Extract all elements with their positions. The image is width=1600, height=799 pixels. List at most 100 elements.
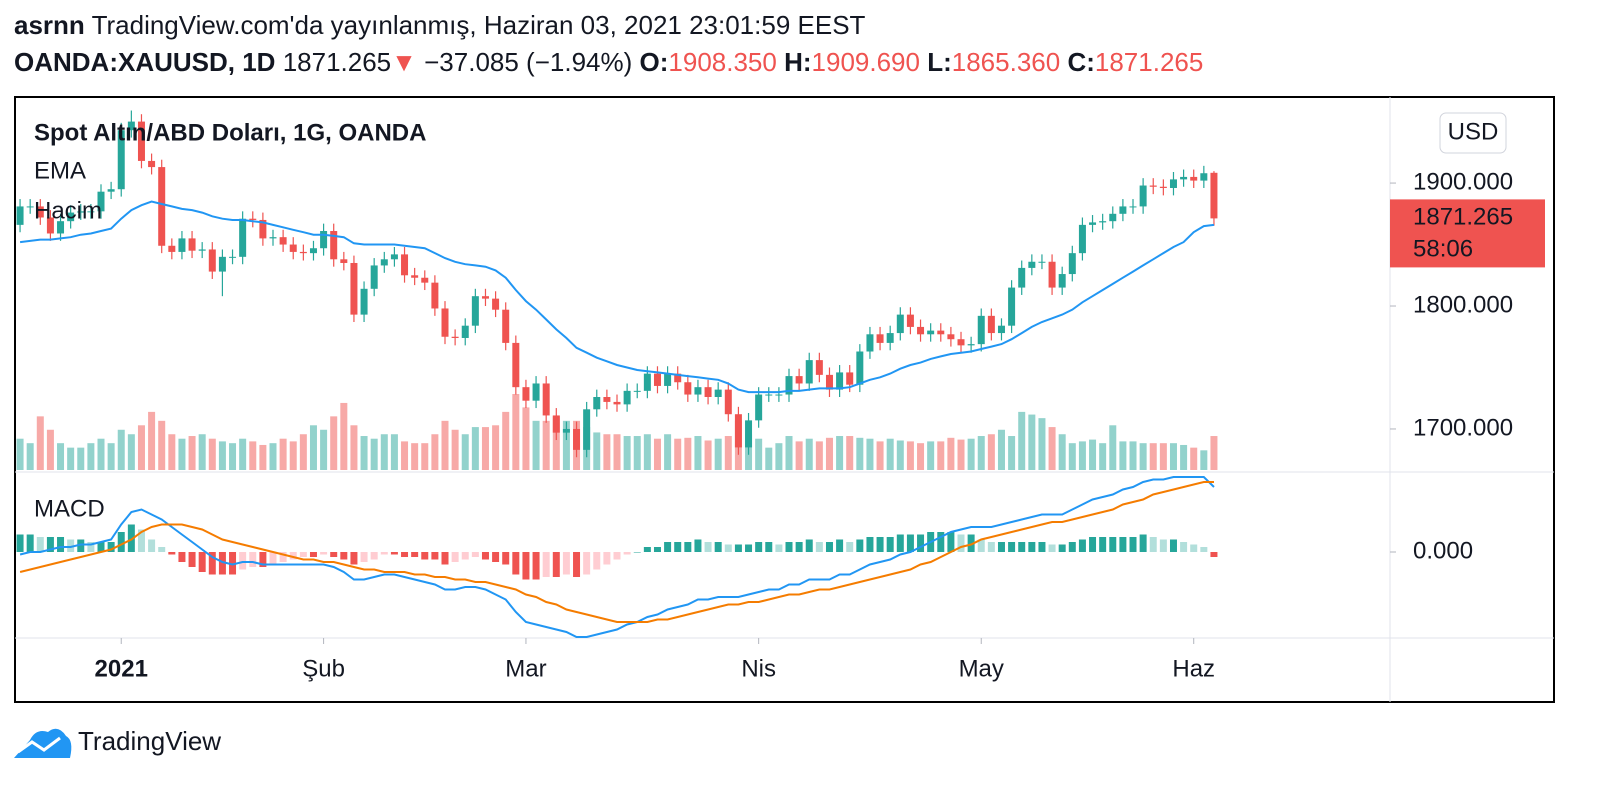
macd-histogram-bar xyxy=(137,529,145,552)
macd-histogram-bar xyxy=(279,552,287,562)
volume-bar xyxy=(67,447,75,470)
candle-body xyxy=(866,334,874,352)
volume-bar xyxy=(208,438,216,470)
macd-histogram-bar xyxy=(562,552,570,575)
candle-body xyxy=(229,256,237,258)
macd-histogram-bar xyxy=(815,542,823,552)
candle-body xyxy=(137,121,145,161)
macd-histogram-bar xyxy=(461,552,469,560)
x-tick-label: 2021 xyxy=(95,655,148,682)
price-tag-label: 1871.265 xyxy=(1413,204,1513,231)
currency-box[interactable] xyxy=(1439,112,1507,154)
macd-histogram-bar xyxy=(825,542,833,552)
macd-histogram-bar xyxy=(148,539,156,552)
candle-body xyxy=(674,373,682,383)
candle-body xyxy=(320,231,328,249)
candle-body xyxy=(218,256,226,272)
volume-bar xyxy=(987,434,995,470)
volume-bar xyxy=(866,438,874,470)
volume-bar xyxy=(16,438,24,470)
candle-body xyxy=(87,211,95,213)
candle-body xyxy=(664,373,672,386)
volume-bar xyxy=(451,429,459,470)
ohlc-value: 1908.350 xyxy=(668,47,777,77)
volume-bar xyxy=(623,436,631,470)
candle-body xyxy=(613,401,621,405)
brand: TradingView xyxy=(78,726,221,756)
volume-bar xyxy=(664,434,672,470)
volume-bar xyxy=(330,416,338,470)
ohlc-label: L: xyxy=(927,47,952,77)
volume-bar xyxy=(249,441,257,470)
chart-frame xyxy=(14,96,1555,703)
volume-bar xyxy=(148,411,156,470)
candle-body xyxy=(552,415,560,433)
user: asrnn xyxy=(14,10,85,40)
volume-bar xyxy=(1099,443,1107,470)
ohlc-label: H: xyxy=(784,47,812,77)
candle-body xyxy=(603,397,611,402)
candle-body xyxy=(937,330,945,335)
macd-histogram-bar xyxy=(674,542,682,552)
volume-bar xyxy=(1089,439,1097,470)
macd-histogram-bar xyxy=(795,542,803,552)
macd-histogram-bar xyxy=(330,552,338,557)
macd-histogram-bar xyxy=(704,542,712,552)
macd-histogram-bar xyxy=(117,532,125,552)
volume-bar xyxy=(229,443,237,470)
volume-bar xyxy=(684,437,692,470)
candle-body xyxy=(836,372,844,390)
candle-body xyxy=(289,244,297,252)
macd-histogram-bar xyxy=(360,552,368,562)
volume-bar xyxy=(168,434,176,470)
volume-bar xyxy=(896,440,904,470)
candle-body xyxy=(795,376,803,384)
macd-histogram-bar xyxy=(158,547,166,552)
macd-histogram-bar xyxy=(552,552,560,577)
volume-bar xyxy=(259,444,267,470)
marks xyxy=(16,110,1218,638)
candle-body xyxy=(421,277,429,283)
volume-bar xyxy=(481,427,489,470)
candle-body xyxy=(1200,173,1208,181)
macd-histogram-bar xyxy=(431,552,439,560)
symbol: OANDA:XAUUSD, 1D xyxy=(14,47,276,77)
ohlc-label: C: xyxy=(1067,47,1095,77)
volume-bar xyxy=(279,438,287,470)
macd-histogram-bar xyxy=(289,552,297,560)
volume-bar xyxy=(967,438,975,470)
candle-body xyxy=(26,206,34,208)
y-tick-label: 0.000 xyxy=(1413,537,1473,564)
volume-bar xyxy=(552,416,560,470)
volume-bar xyxy=(937,441,945,470)
macd-histogram-bar xyxy=(107,542,115,552)
candle-body xyxy=(471,296,479,326)
candle-body xyxy=(178,238,186,252)
volume-bar xyxy=(633,436,641,470)
macd-histogram-bar xyxy=(390,552,398,555)
macd-histogram-bar xyxy=(451,552,459,562)
volume-bar xyxy=(1008,436,1016,470)
currency[interactable]: USD xyxy=(1448,118,1499,145)
volume-bar xyxy=(694,436,702,470)
candle-body xyxy=(411,275,419,278)
header-line-2: OANDA:XAUUSD, 1D 1871.265▼ −37.085 (−1.9… xyxy=(14,47,1203,78)
volume-bar xyxy=(613,434,621,470)
volume-bar xyxy=(1169,443,1177,470)
candle-body xyxy=(1190,176,1198,181)
candle-body xyxy=(239,218,247,257)
candle-body xyxy=(532,383,540,401)
volume-bar xyxy=(137,425,145,470)
volume-bar xyxy=(1149,443,1157,470)
volume-bar xyxy=(977,436,985,470)
macd-histogram-bar xyxy=(522,552,530,580)
x-tick-label: Mar xyxy=(505,655,546,682)
volume-bar xyxy=(502,411,510,470)
candle-body xyxy=(775,394,783,396)
volume-bar xyxy=(188,436,196,470)
candle-body xyxy=(1210,172,1218,219)
macd-histogram-bar xyxy=(512,552,520,575)
macd-histogram-bar xyxy=(127,524,135,552)
candle-body xyxy=(67,212,75,222)
